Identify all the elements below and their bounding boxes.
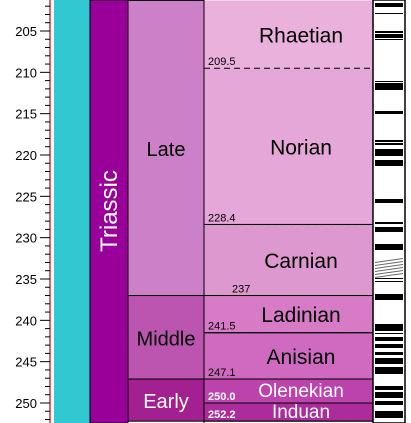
epoch-label: Middle — [137, 328, 196, 350]
polarity-band — [375, 386, 403, 390]
polarity-hatch — [374, 263, 404, 269]
period-block — [89, 0, 129, 423]
stage-column: 209.5 Rhaetian 228.4 Norian 237 Carnian 241.5 L… — [203, 0, 374, 423]
polarity-hatch — [374, 269, 404, 275]
stage-block — [204, 68, 373, 225]
polarity-band — [375, 294, 403, 300]
axis-tick-label: 220 — [15, 148, 37, 163]
era-strip — [54, 0, 90, 423]
polarity-band — [375, 333, 403, 334]
stage-block — [204, 0, 373, 69]
epoch-label: Early — [143, 391, 189, 413]
polarity-band — [375, 149, 403, 156]
stage-label: Rhaetian — [259, 24, 343, 47]
stage-label: Ladinian — [261, 304, 340, 327]
stage-label: Induan — [272, 402, 330, 423]
axis-tick-label: 250 — [15, 396, 37, 411]
stage-label: Olenekian — [258, 381, 344, 402]
polarity-hatch — [374, 272, 404, 278]
polarity-band — [375, 411, 403, 418]
axis-tick-label: 230 — [15, 231, 37, 246]
polarity-band — [375, 160, 403, 166]
polarity-hatch — [374, 257, 404, 263]
epoch-block — [127, 378, 205, 422]
polarity-hatch — [374, 260, 404, 266]
polarity-band — [375, 3, 403, 7]
polarity-band — [375, 281, 403, 282]
boundary-age-label: 241.5 — [208, 321, 236, 333]
polarity-hatch — [374, 266, 404, 272]
stage-block — [203, 295, 374, 334]
stage-label: Norian — [270, 136, 332, 159]
polarity-band — [375, 324, 403, 331]
boundary-age-label: 250.0 — [208, 391, 236, 403]
polarity-band — [375, 81, 403, 82]
stage-block — [203, 223, 374, 297]
polarity-band — [375, 401, 403, 405]
polarity-band — [375, 352, 403, 355]
boundary-age-label: 247.1 — [208, 367, 236, 379]
magnetic-polarity-column — [372, 0, 406, 423]
polarity-band — [375, 13, 403, 14]
polarity-band — [375, 337, 403, 341]
polarity-band — [375, 111, 403, 114]
epoch-block — [127, 0, 205, 297]
boundary-age-label: 228.4 — [208, 212, 236, 224]
polarity-band — [375, 358, 403, 364]
polarity-band — [375, 222, 403, 224]
axis-tick-label: 205 — [15, 24, 37, 39]
axis-tick-label: 245 — [15, 355, 37, 370]
axis-tick-label: 225 — [15, 189, 37, 204]
polarity-band — [375, 140, 403, 142]
axis-tick-label: 235 — [15, 272, 37, 287]
polarity-band — [375, 34, 403, 38]
polarity-band — [375, 31, 403, 33]
boundary-age-label: 209.5 — [208, 56, 236, 68]
polarity-band — [375, 344, 403, 348]
period-label: Triassic — [96, 170, 123, 252]
stage-label: Anisian — [267, 346, 336, 369]
epoch-column: Late Middle Early — [127, 0, 205, 422]
polarity-band — [375, 227, 403, 232]
period-column: Triassic — [89, 0, 129, 423]
polarity-band — [375, 39, 403, 40]
polarity-band — [375, 143, 403, 145]
polarity-band — [375, 199, 403, 203]
boundary-age-label: 237 — [232, 284, 250, 296]
axis-tick-label: 240 — [15, 313, 37, 328]
polarity-band — [375, 83, 403, 90]
polarity-band — [375, 244, 403, 250]
boundary-age-label: 252.2 — [208, 409, 236, 421]
stage-label: Carnian — [264, 250, 338, 273]
polarity-band — [375, 278, 403, 279]
polarity-band — [375, 392, 403, 398]
axis-tick-label: 210 — [15, 65, 37, 80]
age-axis: 205 210 215 220 225 230 235 240 245 250 — [15, 0, 51, 423]
polarity-band — [375, 367, 403, 374]
epoch-label: Late — [147, 139, 186, 161]
axis-tick-label: 215 — [15, 107, 37, 122]
